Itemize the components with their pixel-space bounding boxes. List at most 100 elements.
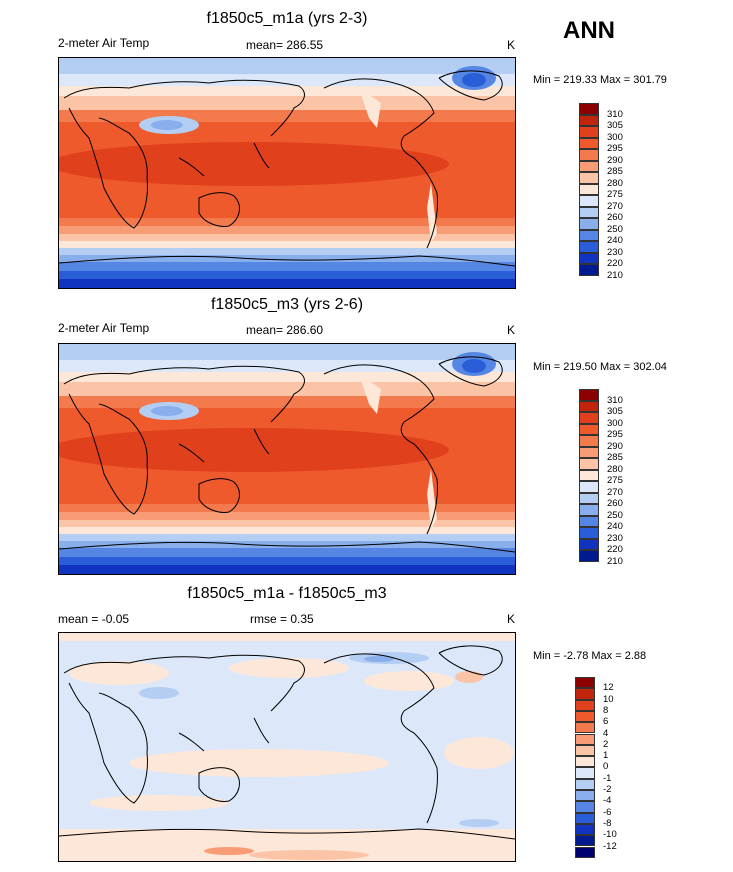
colorbar-swatch	[575, 744, 595, 757]
panel-2-units-label: K	[507, 323, 516, 337]
colorbar-tick-label: 8	[603, 704, 609, 716]
panel-3-mean-label: mean = -0.05	[58, 612, 130, 626]
colorbar-swatch	[579, 538, 599, 550]
colorbar-tick-label: 300	[607, 417, 623, 429]
colorbar-tick-label: -4	[603, 795, 612, 807]
panel-2-title: f1850c5_m3 (yrs 2-6)	[210, 296, 364, 313]
panel-1-map-canvas	[59, 58, 515, 288]
panel-3-map-canvas	[59, 633, 515, 861]
colorbar-tick-label: 310	[607, 108, 623, 120]
colorbar-tick-label: 295	[607, 143, 623, 154]
colorbar-swatch	[579, 550, 599, 562]
colorbar-swatch	[579, 218, 599, 230]
colorbar-tick-label: 230	[607, 246, 623, 258]
panel-1-mean-label: mean= 286.55	[246, 38, 324, 52]
colorbar-swatch	[579, 389, 599, 401]
panel-2-minmax: Min = 219.50 Max = 302.04	[533, 361, 667, 373]
colorbar-swatch	[579, 172, 599, 184]
colorbar-tick-label: 220	[607, 258, 623, 269]
colorbar-swatch	[579, 149, 599, 161]
panel-3-rmse-label: rmse = 0.35	[250, 612, 314, 626]
colorbar-tick-label: 260	[607, 212, 623, 223]
colorbar-swatch	[579, 527, 599, 539]
colorbar-tick-label: 285	[607, 166, 623, 177]
colorbar-tick-label: 280	[607, 463, 623, 475]
colorbar-tick-label: 305	[607, 406, 623, 417]
colorbar-swatch	[575, 835, 595, 847]
colorbar-tick-label: 2	[603, 738, 609, 750]
panel-3-map	[58, 632, 516, 862]
panel-2-mean-label: mean= 286.60	[246, 323, 324, 337]
panel-3-units-label: K	[507, 612, 516, 626]
colorbar-tick-label: 250	[607, 509, 623, 521]
colorbar-tick-label: 6	[603, 716, 609, 728]
colorbar-swatch	[579, 504, 599, 516]
colorbar-swatch	[575, 823, 595, 836]
colorbar-tick-label: 1	[603, 750, 609, 762]
colorbar-tick-label: 310	[607, 394, 623, 406]
colorbar-tick-label: 12	[603, 682, 614, 694]
colorbar-tick-label: 210	[607, 555, 623, 567]
colorbar-tick-label: 220	[607, 544, 623, 555]
colorbar-swatch	[579, 458, 599, 470]
colorbar-swatch	[579, 114, 599, 126]
colorbar-tick-label: 285	[607, 452, 623, 463]
colorbar-swatch	[575, 756, 595, 768]
panel-1-units-label: K	[507, 38, 516, 52]
colorbar-swatch	[579, 492, 599, 504]
colorbar-swatch	[579, 160, 599, 172]
panel-1-title: f1850c5_m1a (yrs 2-3)	[206, 10, 368, 27]
colorbar-tick-label: 210	[607, 269, 623, 281]
colorbar-swatch	[575, 812, 595, 824]
colorbar-swatch	[579, 241, 599, 253]
colorbar-tick-label: 275	[607, 189, 623, 200]
panel-1-map	[58, 57, 516, 289]
colorbar-swatch	[579, 435, 599, 447]
panel-3-colorbar: 12 10 8 6 4 2 1 0 -1 -2 -4 -6 -8 -10 -12	[575, 677, 635, 858]
colorbar-swatch	[575, 767, 595, 779]
colorbar-swatch	[579, 446, 599, 458]
colorbar-tick-label: -10	[603, 829, 617, 841]
colorbar-swatch	[579, 252, 599, 264]
colorbar-swatch	[575, 733, 595, 745]
colorbar-swatch	[579, 126, 599, 138]
colorbar-tick-label: 305	[607, 120, 623, 131]
colorbar-tick-label: 0	[603, 761, 609, 773]
colorbar-swatch	[579, 412, 599, 424]
colorbar-tick-label: 260	[607, 498, 623, 509]
colorbar-swatch	[579, 469, 599, 481]
colorbar-tick-label: 280	[607, 177, 623, 189]
panel-3-title: f1850c5_m1a - f1850c5_m3	[187, 585, 387, 602]
colorbar-swatch	[579, 229, 599, 241]
colorbar-tick-label: 230	[607, 532, 623, 544]
panel-1-variable-label: 2-meter Air Temp	[58, 36, 150, 50]
colorbar-tick-label: 270	[607, 486, 623, 498]
panel-2-variable-label: 2-meter Air Temp	[58, 321, 150, 335]
colorbar-tick-label: 290	[607, 440, 623, 452]
colorbar-tick-label: 290	[607, 154, 623, 166]
colorbar-swatch	[575, 778, 595, 790]
colorbar-tick-label: -6	[603, 806, 612, 818]
colorbar-swatch	[575, 846, 595, 858]
colorbar-tick-label: 10	[603, 693, 614, 705]
colorbar-tick-label: 4	[603, 727, 609, 739]
colorbar-swatch	[575, 688, 595, 700]
colorbar-swatch	[575, 722, 595, 734]
colorbar-swatch	[579, 103, 599, 115]
panel-2-colorbar: 310 305 300 295 290 285 280 275 270 260 250 240 230 2…	[579, 389, 639, 569]
colorbar-tick-label: -8	[603, 817, 612, 829]
colorbar-tick-label: -1	[603, 772, 612, 784]
colorbar-tick-label: 295	[607, 429, 623, 440]
panel-2-map-canvas	[59, 344, 515, 574]
colorbar-tick-label: 270	[607, 200, 623, 212]
colorbar-swatch	[575, 790, 595, 802]
panel-1-colorbar: 310 305 300 295 290 285 280 275 270 260 250 240 230 2…	[579, 103, 639, 283]
colorbar-tick-label: -12	[603, 840, 617, 852]
colorbar-swatch	[575, 710, 595, 723]
colorbar-swatch	[579, 264, 599, 276]
season-label: ANN	[563, 17, 615, 44]
colorbar-swatch	[579, 400, 599, 412]
colorbar-swatch	[579, 206, 599, 218]
colorbar-swatch	[575, 699, 595, 711]
colorbar-swatch	[579, 423, 599, 435]
